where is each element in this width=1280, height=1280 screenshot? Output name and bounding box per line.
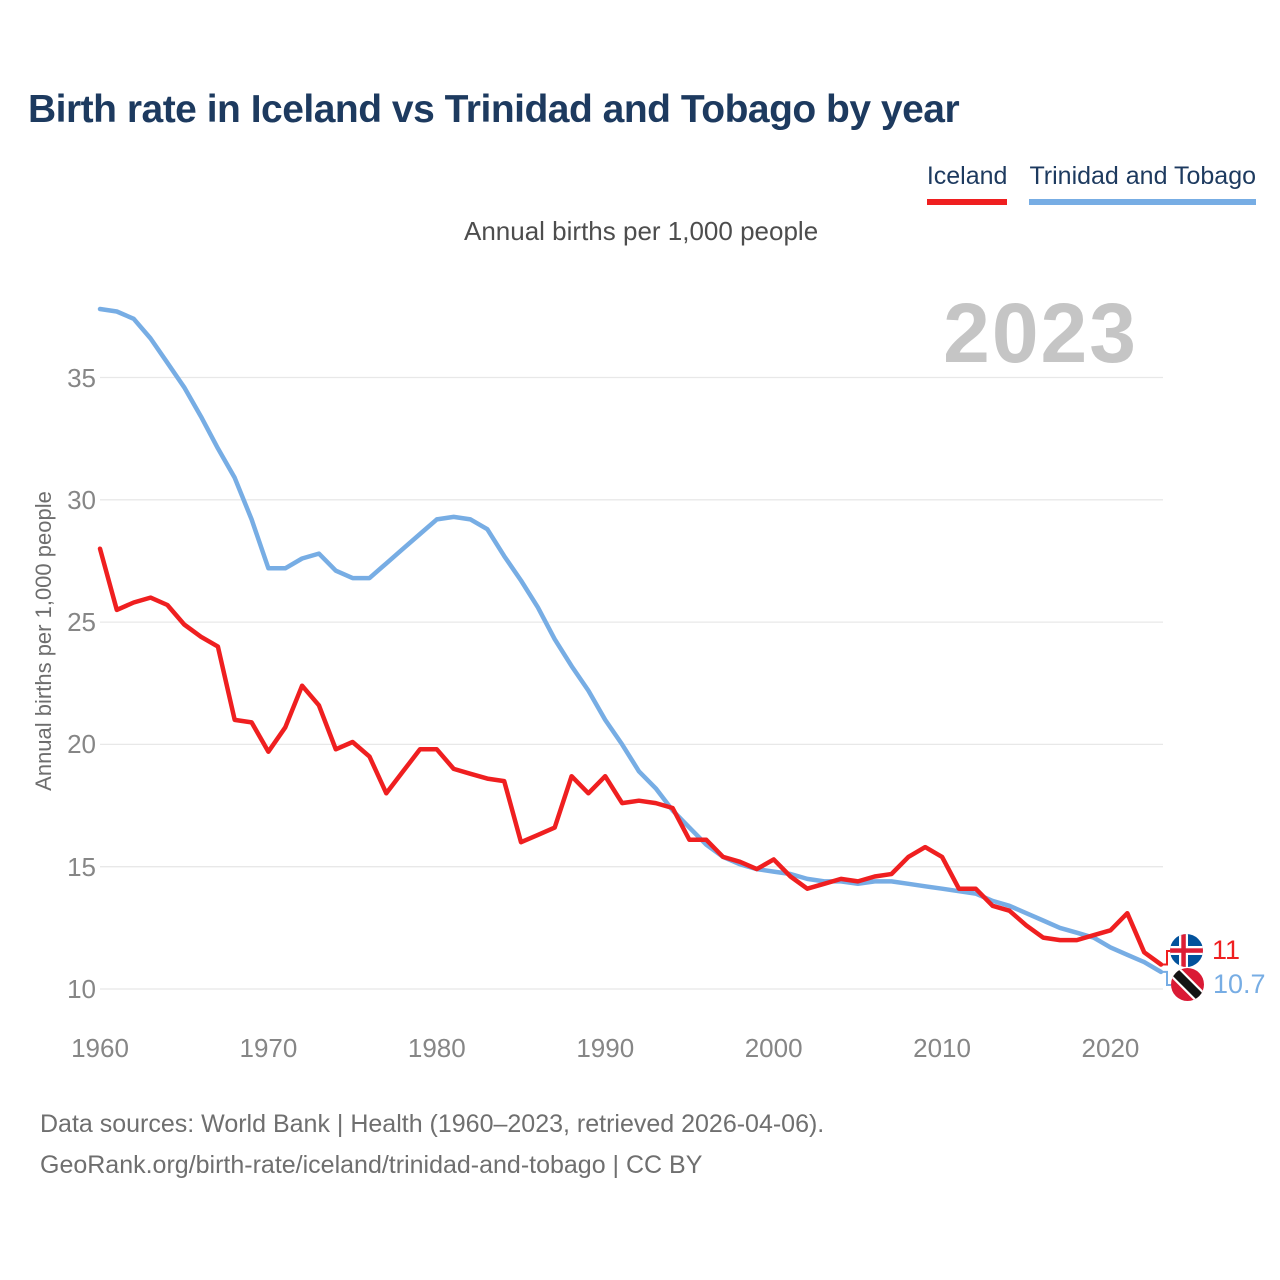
iceland-flag-icon xyxy=(1170,934,1203,967)
watermark-year: 2023 xyxy=(943,286,1138,380)
chart-subtitle: Annual births per 1,000 people xyxy=(464,216,819,246)
legend-item-trinidad-and-tobago[interactable]: Trinidad and Tobago xyxy=(1029,162,1256,205)
trinidad-tobago-series-line xyxy=(97,306,1164,975)
end-label-trinidad-tobago: 10.7 xyxy=(1171,968,1266,1001)
end-value-iceland: 11 xyxy=(1212,935,1241,965)
x-tick-label: 1990 xyxy=(576,1033,635,1063)
y-tick-label: 20 xyxy=(67,729,96,760)
trinidad-tobago-flag-icon xyxy=(1171,968,1204,1001)
footer-attribution-url: GeoRank.org/birth-rate/iceland/trinidad-… xyxy=(40,1151,703,1179)
x-tick-label: 2010 xyxy=(913,1033,971,1063)
y-tick-label: 30 xyxy=(67,484,96,515)
end-label-connector xyxy=(1161,970,1171,986)
end-label-iceland: 11 xyxy=(1170,934,1240,967)
end-label-connector xyxy=(1161,950,1171,966)
footer-data-sources: Data sources: World Bank | Health (1960–… xyxy=(40,1110,825,1138)
legend-item-iceland[interactable]: Iceland xyxy=(926,162,1008,205)
y-tick-label: 15 xyxy=(67,851,96,882)
x-tick-label: 1960 xyxy=(71,1033,129,1063)
end-value-trinidad-tobago: 10.7 xyxy=(1213,969,1266,999)
y-tick-label: 35 xyxy=(67,362,96,393)
y-tick-label: 25 xyxy=(67,607,96,638)
y-tick-label: 10 xyxy=(67,974,96,1004)
iceland-series-line xyxy=(97,546,1164,967)
footer: Data sources: World Bank | Health (1960–… xyxy=(40,1104,824,1186)
x-tick-label: 2020 xyxy=(1081,1033,1140,1063)
legend: Iceland Trinidad and Tobago xyxy=(926,162,1256,205)
x-tick-label: 1970 xyxy=(239,1033,298,1063)
x-tick-label: 1980 xyxy=(407,1033,466,1063)
legend-label-trinidad-and-tobago: Trinidad and Tobago xyxy=(1029,162,1256,190)
x-tick-label: 2000 xyxy=(744,1033,803,1063)
page-title: Birth rate in Iceland vs Trinidad and To… xyxy=(28,88,960,131)
legend-label-iceland: Iceland xyxy=(926,162,1008,190)
